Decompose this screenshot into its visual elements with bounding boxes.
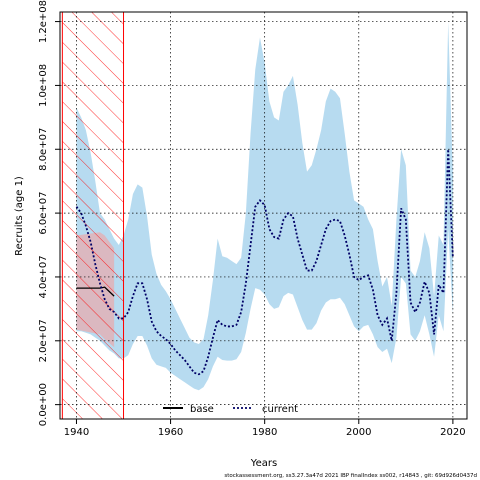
- x-tick-label: 1940: [64, 427, 89, 438]
- y-tick-label: 1.0e+08: [38, 64, 49, 107]
- legend-label-current: current: [262, 404, 298, 415]
- x-tick-label: 2000: [346, 427, 371, 438]
- footer-credit: stockassessment.org, ss3.27.3a47d 2021 I…: [224, 473, 477, 479]
- legend-label-base: base: [190, 404, 214, 415]
- y-tick-label: 0.0e+00: [38, 383, 49, 426]
- shaded-region: [61, 12, 125, 419]
- legend: base current: [163, 404, 298, 415]
- y-tick-label: 2.0e+07: [38, 319, 49, 362]
- series-line-current: [75, 149, 454, 376]
- series-lines: [75, 149, 454, 376]
- y-tick-label: 4.0e+07: [38, 255, 49, 298]
- x-tick-label: 1980: [252, 427, 277, 438]
- shaded-region-hatch: [62, 12, 124, 419]
- y-tick-label: 1.2e+08: [38, 0, 49, 43]
- y-tick-label: 6.0e+07: [38, 192, 49, 235]
- plot-frame: [59, 11, 468, 420]
- x-axis: 1940 1960 1980 2000 2020: [64, 419, 466, 438]
- series-line-base: [76, 286, 115, 297]
- x-axis-title: Years: [250, 458, 277, 469]
- y-tick-label: 8.0e+07: [38, 128, 49, 171]
- x-tick-label: 1960: [158, 427, 183, 438]
- y-axis-title: Recruits (age 1): [14, 176, 25, 256]
- x-tick-label: 2020: [440, 427, 465, 438]
- y-axis: 0.0e+00 2.0e+07 4.0e+07 6.0e+07 8.0e+07 1.0e+…: [38, 0, 60, 426]
